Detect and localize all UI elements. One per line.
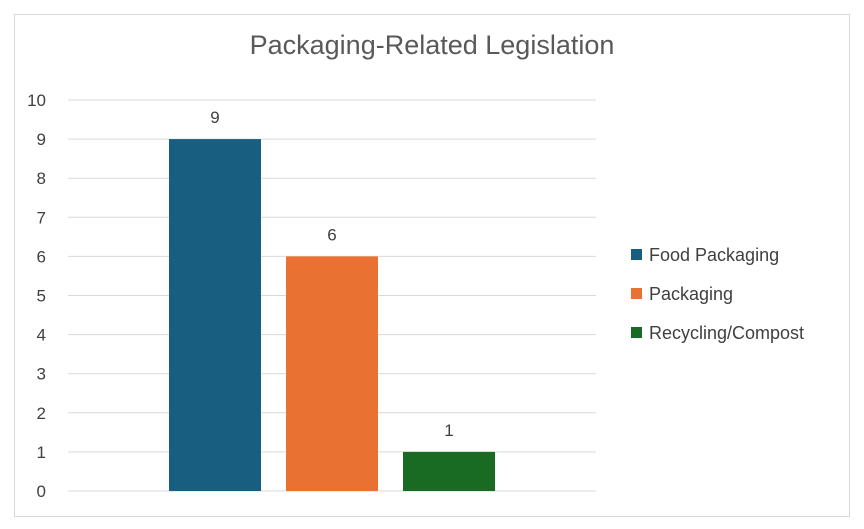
bars: [169, 139, 495, 491]
data-label: 9: [210, 108, 219, 127]
legend-entry: Food Packaging: [649, 245, 779, 265]
y-tick-label: 2: [37, 404, 46, 423]
legend-entry: Packaging: [649, 284, 733, 304]
legend-swatch: [631, 249, 642, 260]
data-labels: 9 6 1: [210, 108, 453, 440]
bar-recycling-compost: [403, 451, 495, 491]
legend-swatch: [631, 288, 642, 299]
legend: Food Packaging Packaging Recycling/Compost: [631, 245, 804, 343]
y-tick-label: 0: [37, 482, 46, 501]
y-tick-label: 7: [37, 208, 46, 227]
data-label: 6: [327, 225, 336, 244]
y-axis-ticks: 0 1 2 3 4 5 6 7 8 9 10: [27, 91, 46, 501]
y-tick-label: 6: [37, 247, 46, 266]
y-tick-label: 4: [37, 326, 46, 345]
bar-food-packaging: [169, 139, 261, 491]
y-tick-label: 8: [37, 169, 46, 188]
y-tick-label: 9: [37, 130, 46, 149]
chart-frame: [14, 14, 850, 517]
chart-title: Packaging-Related Legislation: [249, 30, 615, 60]
y-tick-label: 5: [37, 287, 46, 306]
y-tick-label: 1: [37, 443, 46, 462]
legend-entry: Recycling/Compost: [649, 323, 804, 343]
legend-swatch: [631, 327, 642, 338]
y-tick-label: 10: [27, 91, 46, 110]
data-label: 1: [444, 421, 453, 440]
bar-packaging: [286, 256, 378, 491]
y-tick-label: 3: [37, 365, 46, 384]
